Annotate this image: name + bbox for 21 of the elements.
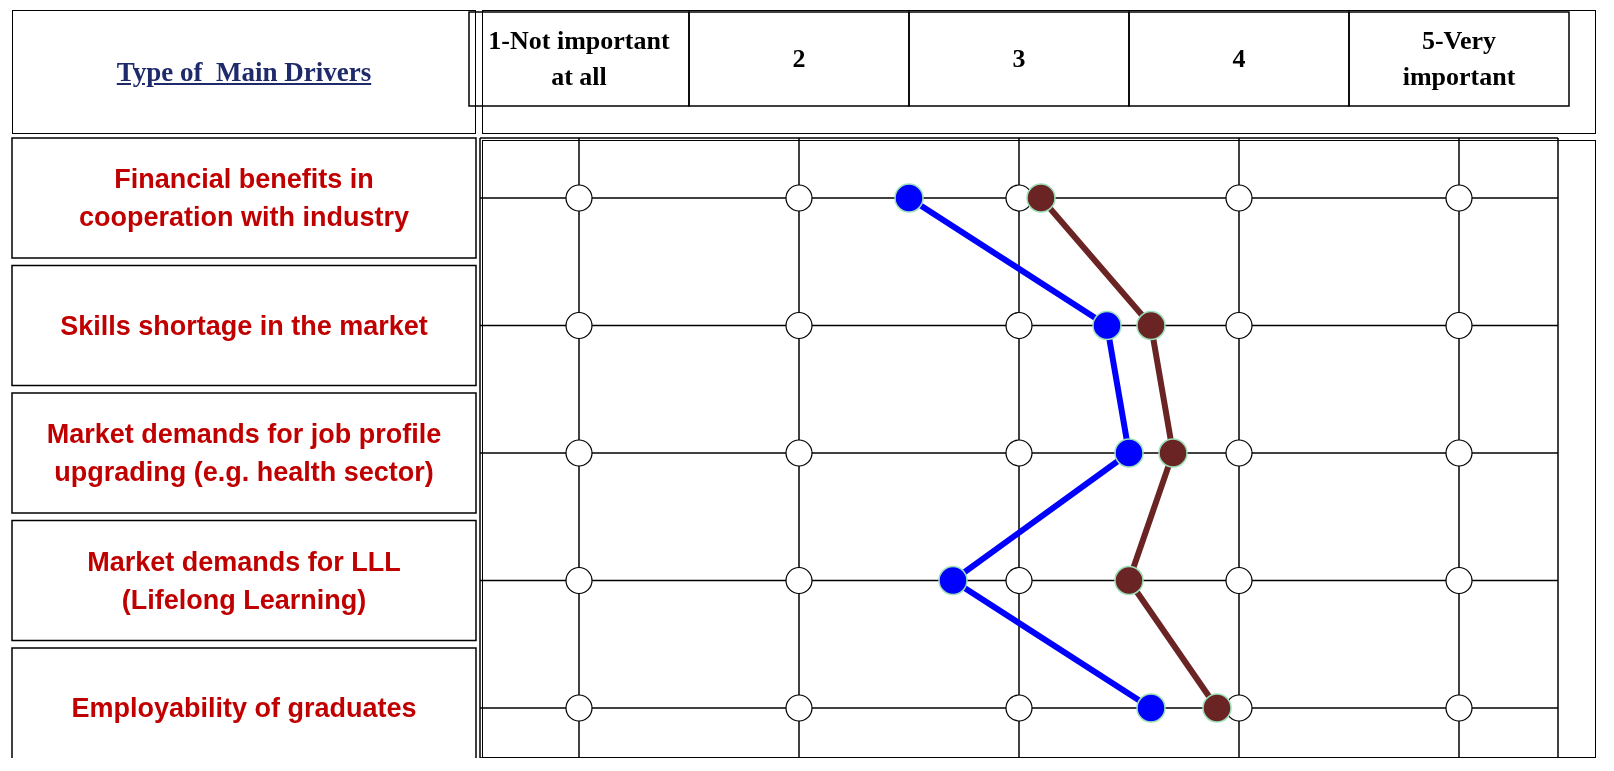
y-axis-title: Type of Main Drivers [12, 10, 476, 134]
point [894, 183, 924, 213]
y-tick-label: Skills shortage in the market [60, 310, 428, 341]
x-tick-label: 3 [1012, 44, 1026, 73]
point [1114, 565, 1144, 596]
x-tick-label: 2 [792, 44, 806, 73]
point [938, 565, 968, 596]
point [1136, 693, 1166, 723]
point [1158, 438, 1188, 468]
x-tick-label: 1-Not important at all [488, 26, 670, 91]
point [1202, 693, 1232, 723]
x-tick-label: 5-Very important [1402, 26, 1516, 91]
y-tick-label: Employability of graduates [71, 693, 417, 723]
y-tick-label: Financial benefits in cooperation with industry [78, 164, 410, 232]
y-tick-label: Market demands for job profile upgrading (e.g. health sector) [46, 419, 442, 487]
point [1136, 310, 1166, 341]
y-tick-label: Market demands for LLL (Lifelong Learning) [87, 546, 401, 615]
point [1092, 310, 1122, 341]
point [1026, 183, 1056, 213]
x-tick-label: 4 [1232, 44, 1246, 73]
point [1114, 438, 1144, 468]
